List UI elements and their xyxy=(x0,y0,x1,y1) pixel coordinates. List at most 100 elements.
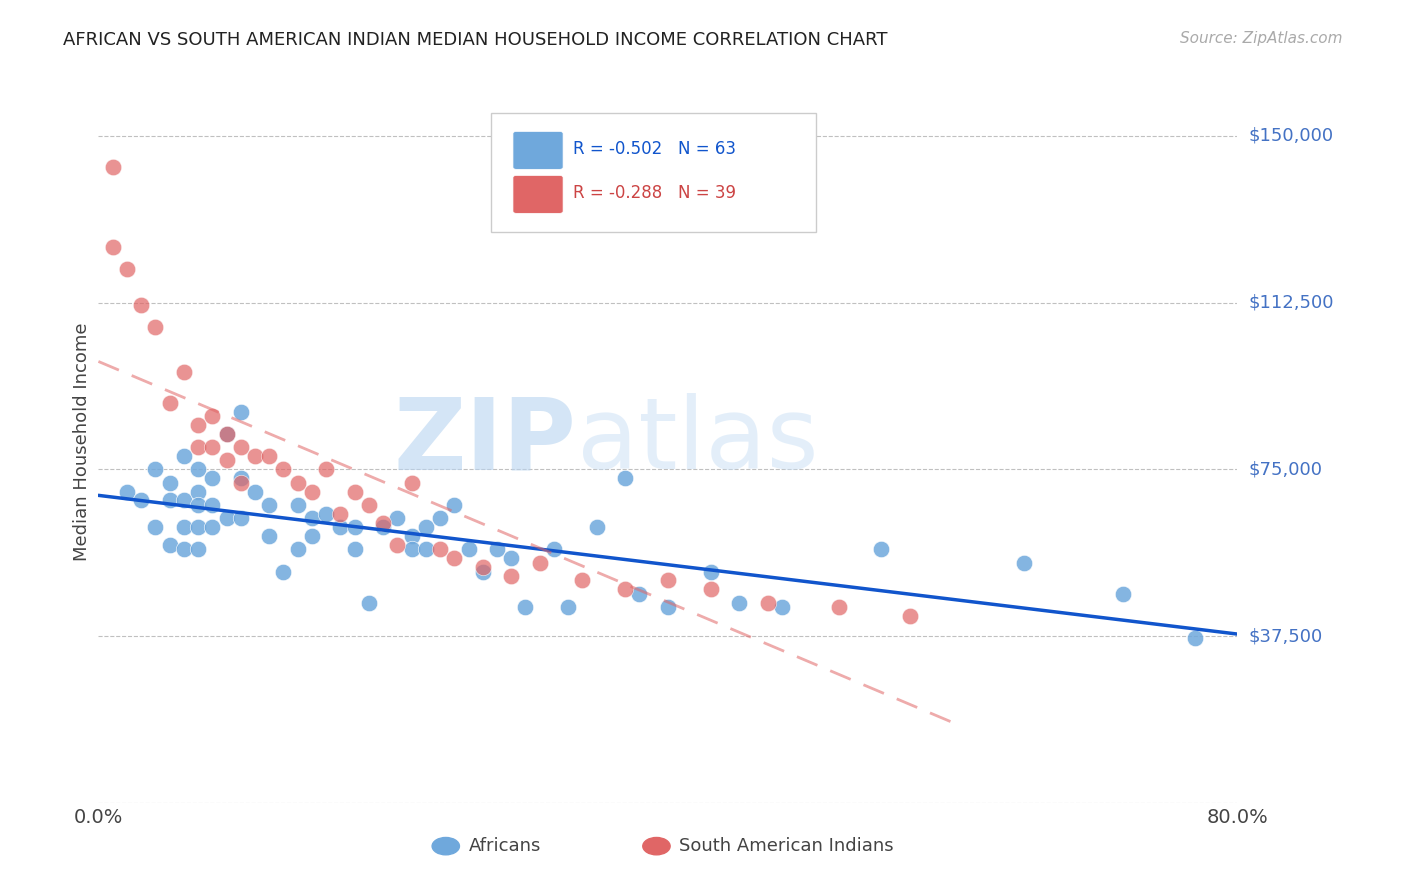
FancyBboxPatch shape xyxy=(491,112,815,232)
Text: South American Indians: South American Indians xyxy=(679,838,894,855)
Point xyxy=(343,542,366,557)
Point xyxy=(401,542,423,557)
Point xyxy=(543,542,565,557)
Text: R = -0.288   N = 39: R = -0.288 N = 39 xyxy=(574,185,737,202)
Point xyxy=(585,520,607,534)
FancyBboxPatch shape xyxy=(513,176,562,213)
Point xyxy=(628,587,651,601)
Point xyxy=(215,511,238,525)
Point xyxy=(315,462,337,476)
Point xyxy=(101,240,124,254)
Point xyxy=(287,498,309,512)
Point xyxy=(699,582,721,597)
Y-axis label: Median Household Income: Median Household Income xyxy=(73,322,91,561)
Point xyxy=(529,556,551,570)
Text: AFRICAN VS SOUTH AMERICAN INDIAN MEDIAN HOUSEHOLD INCOME CORRELATION CHART: AFRICAN VS SOUTH AMERICAN INDIAN MEDIAN … xyxy=(63,31,887,49)
Point xyxy=(770,600,793,615)
Point xyxy=(145,320,167,334)
Point xyxy=(287,542,309,557)
Point xyxy=(357,498,380,512)
Point xyxy=(229,471,252,485)
Point xyxy=(187,417,209,432)
Text: R = -0.502   N = 63: R = -0.502 N = 63 xyxy=(574,140,737,159)
Point xyxy=(229,511,252,525)
Point xyxy=(173,520,195,534)
Point xyxy=(699,565,721,579)
Point xyxy=(401,475,423,490)
Point xyxy=(571,574,593,588)
Point xyxy=(373,516,395,530)
Point xyxy=(115,262,138,277)
Point xyxy=(187,520,209,534)
Point xyxy=(387,538,409,552)
Point xyxy=(215,453,238,467)
FancyBboxPatch shape xyxy=(513,131,562,169)
Text: $112,500: $112,500 xyxy=(1249,293,1334,311)
Point xyxy=(657,600,679,615)
Point xyxy=(415,520,437,534)
Point xyxy=(515,600,537,615)
Point xyxy=(357,596,380,610)
Point xyxy=(329,520,352,534)
Text: ZIP: ZIP xyxy=(394,393,576,490)
Point xyxy=(187,498,209,512)
Point xyxy=(115,484,138,499)
Point xyxy=(201,498,224,512)
Point xyxy=(101,160,124,174)
Point xyxy=(273,565,295,579)
Point xyxy=(159,493,181,508)
Point xyxy=(343,520,366,534)
Circle shape xyxy=(432,838,460,855)
Point xyxy=(614,582,637,597)
Point xyxy=(415,542,437,557)
Point xyxy=(215,426,238,441)
Point xyxy=(429,511,451,525)
Text: $150,000: $150,000 xyxy=(1249,127,1333,145)
Point xyxy=(273,462,295,476)
Point xyxy=(329,507,352,521)
Point xyxy=(557,600,579,615)
Point xyxy=(401,529,423,543)
Point xyxy=(229,440,252,454)
Point xyxy=(173,364,195,378)
Point xyxy=(1184,632,1206,646)
Point xyxy=(301,484,323,499)
Text: Africans: Africans xyxy=(468,838,541,855)
Point xyxy=(173,542,195,557)
Point xyxy=(259,449,281,463)
Point xyxy=(443,551,465,566)
Point xyxy=(243,484,266,499)
Point xyxy=(201,520,224,534)
Point xyxy=(457,542,479,557)
Point xyxy=(898,609,921,624)
Point xyxy=(173,449,195,463)
Text: Source: ZipAtlas.com: Source: ZipAtlas.com xyxy=(1180,31,1343,46)
Point xyxy=(129,298,152,312)
Point xyxy=(287,475,309,490)
Point xyxy=(187,542,209,557)
Point xyxy=(145,520,167,534)
Point xyxy=(259,529,281,543)
Point xyxy=(129,493,152,508)
Point xyxy=(301,511,323,525)
Point xyxy=(443,498,465,512)
Point xyxy=(614,471,637,485)
Point xyxy=(501,569,523,583)
Point xyxy=(201,409,224,423)
Point xyxy=(187,440,209,454)
Point xyxy=(1112,587,1135,601)
Point xyxy=(486,542,509,557)
Point xyxy=(159,538,181,552)
Point xyxy=(315,507,337,521)
Point xyxy=(373,520,395,534)
Point xyxy=(343,484,366,499)
Point xyxy=(429,542,451,557)
Point xyxy=(870,542,893,557)
Text: $75,000: $75,000 xyxy=(1249,460,1323,478)
Point xyxy=(243,449,266,463)
Point xyxy=(145,462,167,476)
Point xyxy=(728,596,751,610)
Point xyxy=(1012,556,1035,570)
Point xyxy=(828,600,851,615)
Point xyxy=(215,426,238,441)
